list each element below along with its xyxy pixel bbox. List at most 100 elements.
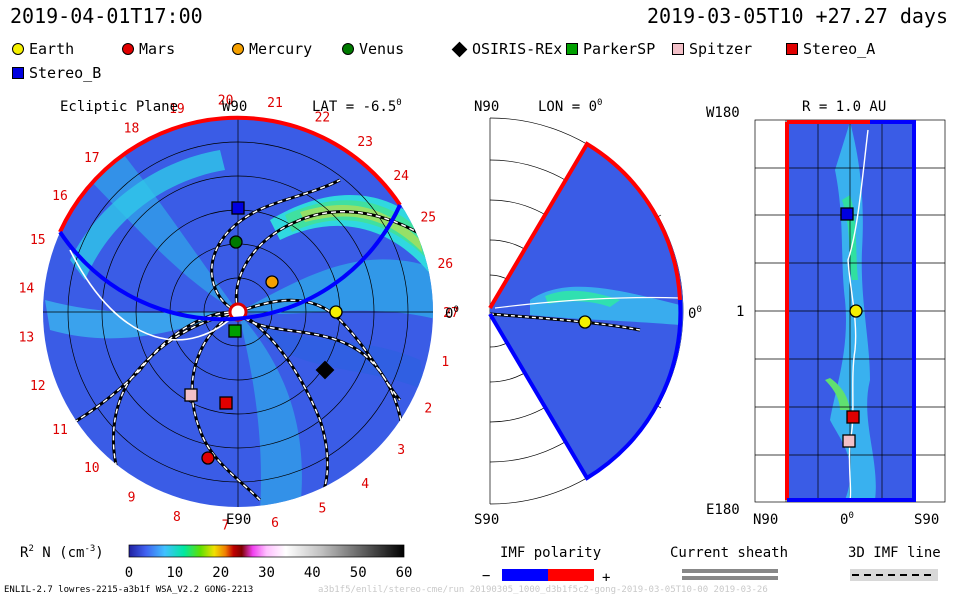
sector-label: 5: [318, 502, 326, 517]
meridional-right-label: 00: [688, 305, 702, 322]
legend-item-spitzer: Spitzer: [672, 40, 752, 58]
ecliptic-top-label: W90: [222, 99, 247, 115]
legend-label: Earth: [29, 40, 75, 58]
legend-label: Stereo_B: [29, 64, 102, 82]
colorbar-tick-label: 40: [304, 565, 321, 581]
meridional-earth-marker: [578, 315, 592, 329]
sector-label: 16: [52, 189, 68, 204]
legend-label: OSIRIS-REx: [472, 40, 563, 58]
legend-label: Stereo_A: [803, 40, 876, 58]
sector-label: 19: [169, 102, 185, 117]
square-marker-icon: [672, 43, 684, 55]
square-marker-icon: [566, 43, 578, 55]
sector-label: 6: [271, 516, 279, 531]
current-sheet-line: [69, 249, 239, 341]
imf-polarity-title: IMF polarity: [500, 545, 601, 561]
meridional-plane-panel: N90 S90 LON = 00 00: [474, 98, 702, 528]
colorbar-tick-label: 50: [350, 565, 367, 581]
parker-sp-marker: [228, 324, 242, 338]
imf-polarity-legend: IMF polarity − +: [482, 545, 610, 586]
latitude-label: LAT = -6.50: [312, 98, 402, 115]
sector-label: 24: [393, 169, 409, 184]
colorbar-ticks: 0 10 20 30 40 50 60: [125, 565, 413, 581]
radial-earth-marker: [849, 304, 863, 318]
legend-item-osiris-rex: OSIRIS-REx: [451, 40, 563, 58]
sector-label: 25: [420, 210, 436, 225]
stereo-b-marker: [231, 201, 245, 215]
radial-x-right: S90: [914, 512, 939, 528]
sector-label: 23: [357, 135, 373, 150]
radial-stereo-a-marker: [846, 410, 860, 424]
ecliptic-boundary-negative: [58, 204, 402, 322]
earth-marker: [329, 305, 343, 319]
imf-line-legend: 3D IMF line: [848, 545, 941, 581]
radial-top-left: W180: [706, 105, 740, 121]
sector-label: 4: [361, 477, 369, 492]
colorbar: R2 N (cm-3) 0 10 20 30 40 50 60: [20, 544, 412, 581]
current-sheath-title: Current sheath: [670, 545, 788, 561]
legend-label: ParkerSP: [583, 40, 656, 58]
meridional-top-label: N90: [474, 99, 499, 115]
imf-positive-swatch: [548, 569, 594, 581]
colorbar-tick-label: 30: [258, 565, 275, 581]
sector-label: 11: [52, 423, 68, 438]
ecliptic-bottom-label: E90: [226, 512, 251, 528]
legend-label: Mars: [139, 40, 176, 58]
radial-mid-left: 1: [736, 304, 744, 320]
venus-marker: [229, 235, 243, 249]
sector-label: 22: [315, 110, 331, 125]
sector-label: 27: [443, 306, 459, 321]
imf-plus-label: +: [602, 570, 610, 586]
run-start-label: 2019-03-05T10 +27.27 days: [646, 4, 948, 28]
sector-label: 18: [124, 122, 140, 137]
sector-label: 3: [397, 443, 405, 458]
sector-label: 15: [30, 233, 46, 248]
legend-item-stereo-a: Stereo_A: [786, 40, 875, 58]
circle-marker-icon: [122, 43, 134, 55]
imf-minus-label: −: [482, 568, 490, 584]
imf-negative-swatch: [502, 569, 548, 581]
legend-item-parkersp: ParkerSP: [566, 40, 655, 58]
sector-label: 21: [267, 96, 283, 111]
spitzer-marker: [184, 388, 198, 402]
mars-marker: [201, 451, 215, 465]
imf-line-title: 3D IMF line: [848, 545, 941, 561]
radial-bottom-left: E180: [706, 502, 740, 518]
sector-label: 2: [424, 402, 432, 417]
circle-marker-icon: [12, 43, 24, 55]
sector-label: 7: [222, 519, 230, 534]
legend-label: Venus: [359, 40, 405, 58]
meridional-bottom-label: S90: [474, 512, 499, 528]
colorbar-tick-label: 20: [212, 565, 229, 581]
radial-panel: R = 1.0 AU W180 1 E180 N90 00 S90: [706, 99, 946, 528]
model-info-footer: ENLIL-2.7 lowres-2215-a3b1f WSA_V2.2 GON…: [4, 585, 254, 595]
ecliptic-right-label: 00: [445, 305, 459, 322]
ecliptic-bodies: [184, 201, 343, 465]
current-sheath-legend: Current sheath: [670, 545, 788, 580]
run-info-footer: a3b1f5/enlil/stereo-cme/run 20190305_100…: [318, 585, 768, 595]
colorbar-tick-label: 10: [166, 565, 183, 581]
sector-label: 13: [19, 331, 35, 346]
colorbar-gradient: [128, 544, 405, 558]
radial-stereo-b-marker: [840, 207, 854, 221]
sector-label: 9: [128, 491, 136, 506]
square-marker-icon: [786, 43, 798, 55]
radial-spitzer-marker: [842, 434, 856, 448]
osiris-rex-marker: [315, 360, 335, 380]
mercury-marker: [265, 275, 279, 289]
legend-item-earth: Earth: [12, 40, 74, 58]
sector-label: 17: [84, 151, 100, 166]
current-time-label: 2019-04-01T17:00: [10, 4, 203, 28]
radial-title: R = 1.0 AU: [802, 99, 886, 115]
circle-marker-icon: [342, 43, 354, 55]
legend-label: Mercury: [249, 40, 313, 58]
legend-item-mars: Mars: [122, 40, 175, 58]
legend-item-stereo-b: Stereo_B: [12, 64, 101, 82]
sector-label: 10: [84, 461, 100, 476]
ecliptic-boundary-positive: [58, 115, 402, 233]
legend-item-mercury: Mercury: [232, 40, 312, 58]
radial-x-left: N90: [753, 512, 778, 528]
